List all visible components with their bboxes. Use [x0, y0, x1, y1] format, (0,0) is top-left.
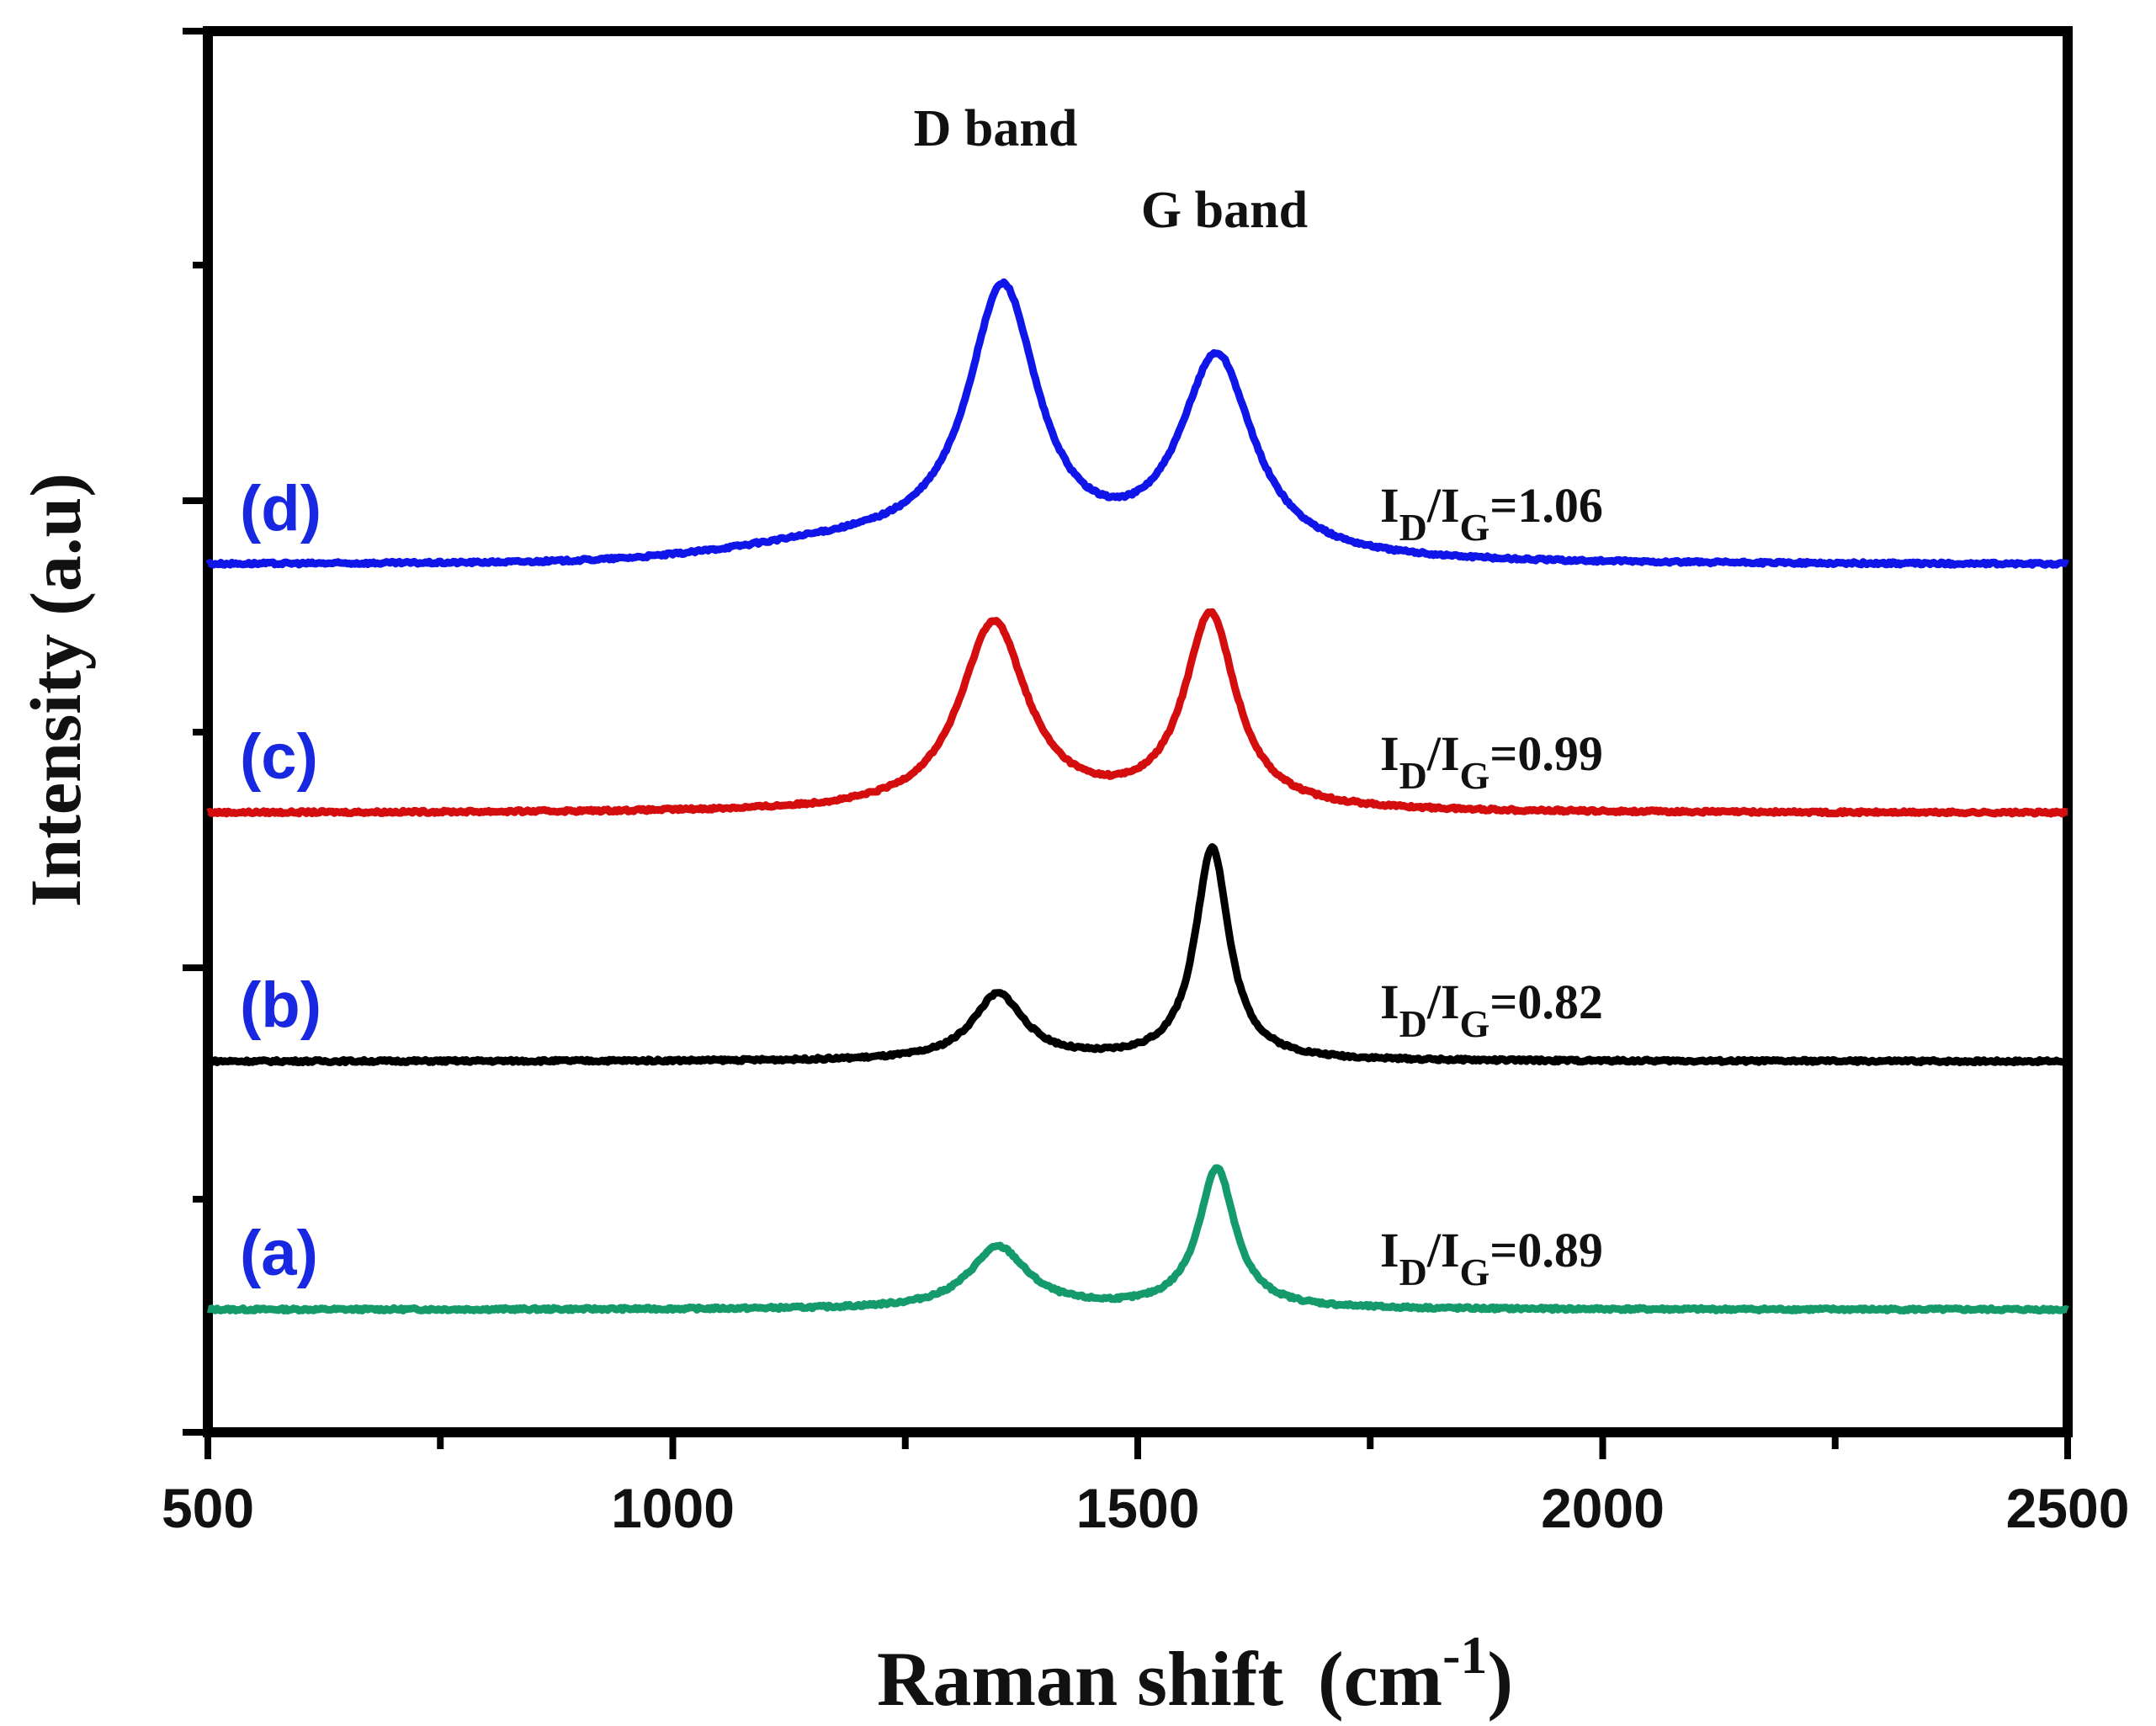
d-band-label: D band — [914, 100, 1078, 157]
series-labels: (a) ID/IG=0.89(b) ID/IG=0.82(c) ID/IG=0.99(… — [240, 473, 1603, 1293]
x-tick-label-2000: 2000 — [1541, 1477, 1665, 1539]
x-axis-tick-labels: 500 1000 1500 2000 2500 — [162, 1477, 2129, 1539]
x-tick-label-1500: 1500 — [1076, 1477, 1200, 1539]
ratio-part-2-2: / — [1426, 726, 1442, 781]
series-lines — [205, 278, 2071, 1315]
series-label-1: (b) — [240, 969, 321, 1041]
ratio-part-0-3: I — [1441, 1223, 1460, 1277]
x-tick-label-1000: 1000 — [611, 1477, 735, 1539]
ratio-label-3: ID/IG=1.06 — [1380, 478, 1603, 549]
ratio-part-1-4: G — [1460, 1002, 1490, 1045]
x-axis-title-unit-close: ) — [1487, 1636, 1513, 1722]
ratio-part-3-4: G — [1460, 506, 1490, 549]
ratio-part-0-0: I — [1380, 1223, 1399, 1277]
ratio-part-3-2: / — [1426, 478, 1442, 533]
y-axis-title: Intensity (a.u) — [15, 473, 96, 907]
ratio-part-3-3: I — [1441, 478, 1460, 533]
ratio-part-1-1: D — [1399, 1002, 1427, 1045]
ratio-part-0-2: / — [1426, 1223, 1442, 1277]
ratio-part-2-0: I — [1380, 726, 1399, 781]
x-axis-title-unit-exp: -1 — [1442, 1625, 1487, 1685]
x-tick-label-500: 500 — [162, 1477, 254, 1539]
x-tick-label-2500: 2500 — [2006, 1477, 2130, 1539]
series-line-0 — [205, 1164, 2070, 1315]
series-line-2 — [205, 608, 2070, 818]
ratio-part-3-5: =1.06 — [1490, 478, 1603, 533]
ratio-part-2-1: D — [1399, 754, 1427, 797]
plot-frame — [203, 26, 2073, 1437]
ratio-part-1-3: I — [1441, 975, 1460, 1029]
x-axis-title-main: Raman shift — [877, 1636, 1283, 1722]
ratio-part-1-5: =0.82 — [1490, 975, 1603, 1029]
ratio-part-3-0: I — [1380, 478, 1399, 533]
x-axis-ticks — [204, 1432, 2071, 1459]
series-label-0: (a) — [240, 1218, 318, 1289]
ratio-part-1-2: / — [1426, 975, 1442, 1029]
x-axis-title: Raman shift (cm-1) — [877, 1625, 1513, 1722]
ratio-part-2-5: =0.99 — [1490, 726, 1603, 781]
series-line-3 — [205, 278, 2070, 569]
series-line-1 — [205, 842, 2071, 1067]
ratio-part-1-0: I — [1380, 975, 1399, 1029]
y-axis-ticks — [183, 28, 208, 1436]
ratio-part-2-3: I — [1441, 726, 1460, 781]
ratio-part-3-1: D — [1399, 506, 1427, 549]
x-axis-title-unit: (cm — [1318, 1636, 1442, 1722]
ratio-part-0-1: D — [1399, 1251, 1427, 1293]
ratio-label-0: ID/IG=0.89 — [1380, 1223, 1603, 1293]
g-band-label: G band — [1141, 182, 1308, 239]
ratio-label-2: ID/IG=0.99 — [1380, 726, 1603, 797]
ratio-label-1: ID/IG=0.82 — [1380, 975, 1603, 1045]
ratio-part-0-5: =0.89 — [1490, 1223, 1603, 1277]
ratio-part-0-4: G — [1460, 1251, 1490, 1293]
series-label-3: (d) — [240, 473, 321, 544]
ratio-part-2-4: G — [1460, 754, 1490, 797]
series-label-2: (c) — [240, 721, 318, 793]
